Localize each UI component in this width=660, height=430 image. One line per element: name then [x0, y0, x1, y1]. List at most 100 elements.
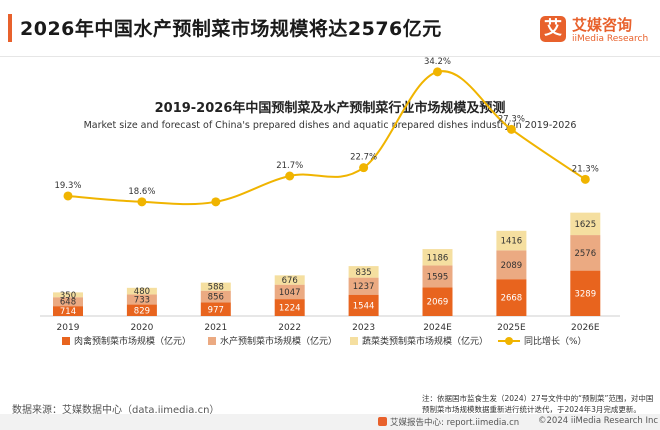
- legend-line-growth-icon: [498, 336, 520, 345]
- growth-point-5: [433, 67, 442, 77]
- bar-label-s1-7: 2576: [574, 249, 596, 259]
- x-tick-4: 2023: [352, 323, 375, 333]
- legend-item-veg: 蔬菜类预制菜市场规模（亿元）: [350, 334, 488, 347]
- bar-s1-7: [570, 235, 601, 271]
- bar-label-s1-4: 1237: [353, 282, 375, 292]
- bar-s2-3: [274, 275, 305, 285]
- growth-point-6: [506, 124, 516, 134]
- growth-point-1: [137, 197, 147, 207]
- bar-label-s1-6: 2089: [501, 261, 523, 271]
- page-title: 2026年中国水产预制菜市场规模将达2576亿元: [20, 18, 442, 40]
- data-source: 数据来源：艾媒数据中心（data.iimedia.cn）: [12, 405, 220, 416]
- bar-label-s0-6: 2668: [501, 294, 523, 304]
- report-center-icon: [378, 417, 387, 426]
- x-tick-6: 2025E: [497, 323, 526, 333]
- bar-s0-3: [274, 299, 305, 316]
- chart-title: 2019-2026年中国预制菜及水产预制菜行业市场规模及预测: [154, 101, 506, 116]
- bar-label-s0-7: 3289: [574, 289, 596, 299]
- bar-s0-0: [53, 306, 83, 316]
- bar-s2-4: [348, 266, 379, 278]
- bar-label-s0-0: 714: [60, 307, 76, 317]
- bar-s1-4: [348, 277, 379, 295]
- x-tick-7: 2026E: [571, 323, 600, 333]
- bar-label-s2-4: 835: [355, 268, 371, 278]
- x-tick-0: 2019: [57, 323, 80, 333]
- growth-point-4: [359, 163, 369, 173]
- x-tick-3: 2022: [278, 323, 301, 333]
- logo-text-cn: 艾媒咨询: [572, 16, 633, 34]
- bar-label-s2-2: 588: [208, 283, 224, 293]
- bar-s0-5: [422, 287, 453, 316]
- footer: 艾媒报告中心: report.iimedia.cn ©2024 iiMedia …: [0, 414, 660, 430]
- growth-label-6: 27.3%: [498, 114, 525, 124]
- logo-text-en: iiMedia Research: [572, 34, 649, 44]
- growth-label-7: 21.3%: [572, 164, 599, 174]
- bar-label-s1-3: 1047: [279, 288, 301, 298]
- bar-label-s2-7: 1625: [574, 220, 596, 230]
- bar-label-s2-0: 350: [60, 291, 76, 301]
- bar-label-s2-3: 676: [282, 276, 298, 286]
- growth-point-0: [63, 191, 73, 201]
- legend-item-growth: 同比增长（%）: [498, 334, 587, 347]
- growth-label-1: 18.6%: [128, 187, 155, 197]
- bar-s0-1: [126, 304, 157, 316]
- bar-s0-2: [200, 302, 231, 316]
- header: 2026年中国水产预制菜市场规模将达2576亿元 艾 艾媒咨询 iiMedia …: [0, 0, 660, 56]
- chart-subtitle: Market size and forecast of China's prep…: [83, 120, 577, 131]
- legend-swatch-aquatic: [208, 336, 216, 345]
- growth-label-5: 34.2%: [424, 57, 451, 67]
- legend-label-veg: 蔬菜类预制菜市场规模（亿元）: [362, 337, 489, 347]
- bar-label-s0-3: 1224: [279, 304, 301, 314]
- bar-s1-0: [53, 297, 83, 307]
- bar-label-s1-1: 733: [134, 296, 150, 306]
- growth-label-4: 22.7%: [350, 153, 377, 163]
- header-divider: [0, 56, 660, 57]
- iimedia-logo-icon: 艾: [540, 16, 566, 42]
- bar-s1-3: [274, 284, 305, 300]
- bar-s2-0: [53, 292, 83, 298]
- bar-label-s0-1: 829: [134, 306, 150, 316]
- bar-s2-6: [496, 230, 527, 251]
- chart-legend: 肉禽预制菜市场规模（亿元） 水产预制菜市场规模（亿元） 蔬菜类预制菜市场规模（亿…: [0, 334, 660, 350]
- growth-line: [67, 70, 586, 206]
- legend-label-meat: 肉禽预制菜市场规模（亿元）: [74, 337, 192, 347]
- bar-s1-5: [422, 265, 453, 288]
- growth-point-2: [211, 197, 221, 207]
- legend-label-growth: 同比增长（%）: [524, 337, 587, 347]
- bar-label-s2-5: 1186: [427, 253, 449, 263]
- legend-swatch-meat: [62, 336, 70, 345]
- bar-s0-7: [570, 270, 601, 316]
- footer-report-center-text: 艾媒报告中心: report.iimedia.cn: [390, 418, 520, 428]
- legend-swatch-veg: [350, 336, 358, 345]
- growth-label-3: 21.7%: [276, 161, 303, 171]
- bar-s2-7: [570, 212, 601, 236]
- bar-label-s1-0: 648: [60, 298, 76, 308]
- bar-label-s2-1: 480: [134, 287, 150, 297]
- bar-s2-1: [126, 287, 157, 295]
- x-tick-1: 2020: [130, 323, 153, 333]
- chart-note: 注：依据国市监食生发（2024）27号文件中的“预制菜”范围，对中国预制菜市场规…: [422, 394, 654, 414]
- bar-s0-6: [496, 279, 527, 316]
- legend-item-aquatic: 水产预制菜市场规模（亿元）: [208, 334, 337, 347]
- bar-s1-1: [126, 294, 157, 305]
- bar-label-s0-4: 1544: [353, 301, 375, 311]
- bar-label-s0-5: 2069: [427, 298, 449, 308]
- bar-s2-5: [422, 249, 453, 266]
- bar-label-s0-2: 977: [208, 305, 224, 315]
- bar-label-s1-2: 856: [208, 293, 224, 303]
- x-tick-2: 2021: [204, 323, 227, 333]
- footer-copyright: ©2024 iiMedia Research Inc: [538, 416, 659, 426]
- legend-item-meat: 肉禽预制菜市场规模（亿元）: [62, 334, 191, 347]
- bar-label-s2-6: 1416: [501, 237, 523, 247]
- footer-report-center: 艾媒报告中心: report.iimedia.cn: [378, 416, 519, 428]
- growth-point-7: [580, 174, 590, 184]
- growth-point-3: [285, 171, 295, 181]
- bar-s1-2: [200, 290, 231, 303]
- x-tick-5: 2024E: [423, 323, 452, 333]
- bar-s0-4: [348, 294, 379, 316]
- title-accent-bar: [8, 14, 12, 42]
- bar-s1-6: [496, 250, 527, 280]
- legend-label-aquatic: 水产预制菜市场规模（亿元）: [220, 337, 338, 347]
- growth-label-0: 19.3%: [54, 181, 81, 191]
